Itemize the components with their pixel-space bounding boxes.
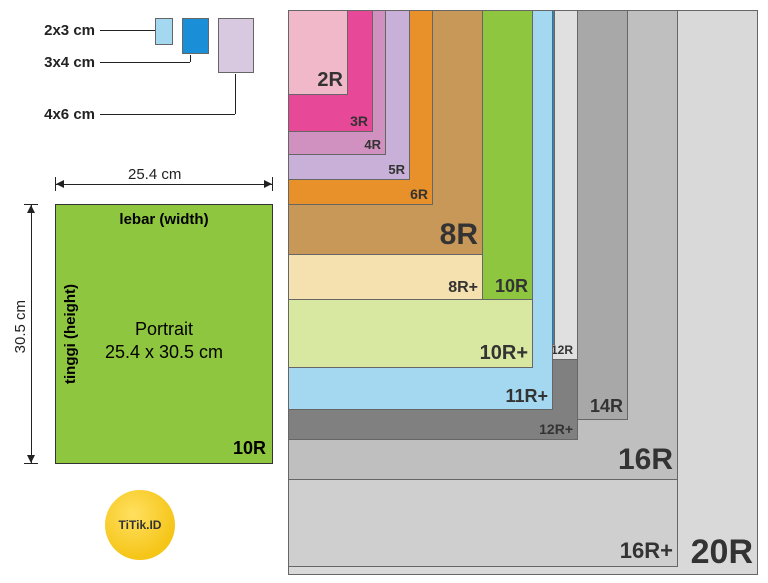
arrow-width <box>56 184 272 185</box>
connector-1 <box>100 30 155 31</box>
connector-3v <box>235 74 236 114</box>
portrait-box: lebar (width) tinggi (height) Portrait 2… <box>55 204 273 464</box>
width-dim: 25.4 cm <box>128 166 181 183</box>
logo: TiTik.ID <box>105 490 175 560</box>
size-label-8R+: 8R+ <box>448 279 478 297</box>
small-3x4cm <box>182 18 209 54</box>
label-4x6: 4x6 cm <box>15 106 95 123</box>
size-label-2R: 2R <box>317 69 343 92</box>
arrow-height <box>31 205 32 463</box>
size-label-5R: 5R <box>388 162 405 177</box>
size-label-12R: 12R <box>551 343 573 357</box>
size-label-16R: 16R <box>618 443 673 477</box>
tick-h-b <box>24 463 38 464</box>
portrait-title: Portrait <box>56 319 272 340</box>
size-label-4R: 4R <box>364 137 381 152</box>
width-label: lebar (width) <box>56 211 272 228</box>
size-label-6R: 6R <box>410 186 428 202</box>
connector-2v <box>190 55 191 62</box>
size-label-3R: 3R <box>350 113 368 129</box>
portrait-dims: 25.4 x 30.5 cm <box>56 342 272 363</box>
tick-w-r <box>272 177 273 191</box>
size-label-10R+: 10R+ <box>480 342 528 365</box>
connector-3 <box>100 114 235 115</box>
size-label-12R+: 12R+ <box>539 421 573 437</box>
label-3x4: 3x4 cm <box>15 54 95 71</box>
logo-text: TiTik.ID <box>119 518 162 532</box>
small-4x6cm <box>218 18 254 73</box>
label-2x3: 2x3 cm <box>15 22 95 39</box>
size-label-16R+: 16R+ <box>620 538 673 564</box>
size-2R: 2R <box>288 10 348 95</box>
connector-2 <box>100 62 190 63</box>
size-label-20R: 20R <box>691 533 753 572</box>
portrait-corner: 10R <box>233 438 266 459</box>
small-2x3cm <box>155 18 173 45</box>
size-label-14R: 14R <box>590 396 623 417</box>
size-label-11R+: 11R+ <box>505 386 548 407</box>
size-chart: 20R16R+16R14R12R+12R11R11R+10R+10R8R+8R6… <box>288 10 758 575</box>
size-label-10R: 10R <box>495 276 528 297</box>
height-dim: 30.5 cm <box>12 300 29 353</box>
size-label-8R: 8R <box>440 218 478 252</box>
